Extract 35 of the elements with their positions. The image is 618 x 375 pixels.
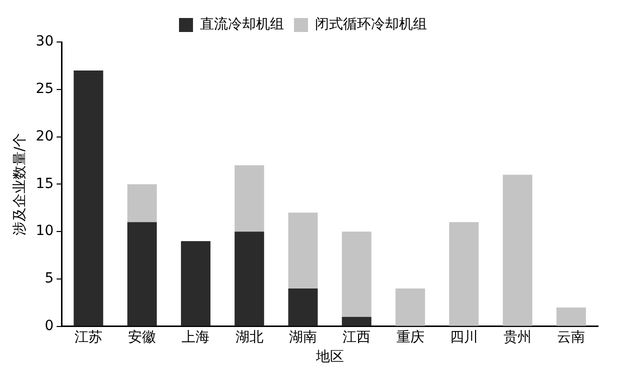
y-axis-title: 涉及企业数量/个 xyxy=(12,132,28,236)
legend-label: 闭式循环冷却机组 xyxy=(315,16,427,33)
x-axis-title: 地区 xyxy=(314,349,344,366)
y-tick-label: 15 xyxy=(36,176,54,192)
x-tick-label: 江苏 xyxy=(74,329,102,346)
y-tick-label: 20 xyxy=(36,128,54,144)
y-tick-label: 30 xyxy=(36,34,54,50)
bar xyxy=(288,212,318,288)
bar xyxy=(556,307,586,326)
bar xyxy=(449,222,479,326)
x-tick-label: 上海 xyxy=(182,329,210,346)
x-tick-label: 湖南 xyxy=(288,329,317,346)
x-tick-label: 湖北 xyxy=(235,329,264,346)
bar xyxy=(180,241,210,326)
bar xyxy=(342,232,372,317)
y-tick-label: 0 xyxy=(44,318,54,334)
legend-label: 直流冷却机组 xyxy=(200,16,284,33)
bar xyxy=(502,174,532,326)
y-tick-label: 25 xyxy=(36,81,54,98)
x-tick-label: 贵州 xyxy=(504,329,532,346)
x-tick-label: 四川 xyxy=(450,329,478,346)
x-tick-label: 江西 xyxy=(342,329,371,346)
y-tick-label: 5 xyxy=(44,270,54,287)
bar xyxy=(234,165,264,232)
x-tick-label: 重庆 xyxy=(396,329,424,346)
bar xyxy=(234,232,264,326)
x-tick-label: 安徽 xyxy=(128,329,156,346)
bar xyxy=(74,70,104,326)
bar xyxy=(127,222,157,326)
x-tick-label: 云南 xyxy=(557,329,586,346)
bar xyxy=(288,288,318,326)
y-tick-label: 10 xyxy=(36,223,54,240)
bar xyxy=(396,288,426,326)
bar xyxy=(127,184,157,222)
bar xyxy=(342,316,372,326)
